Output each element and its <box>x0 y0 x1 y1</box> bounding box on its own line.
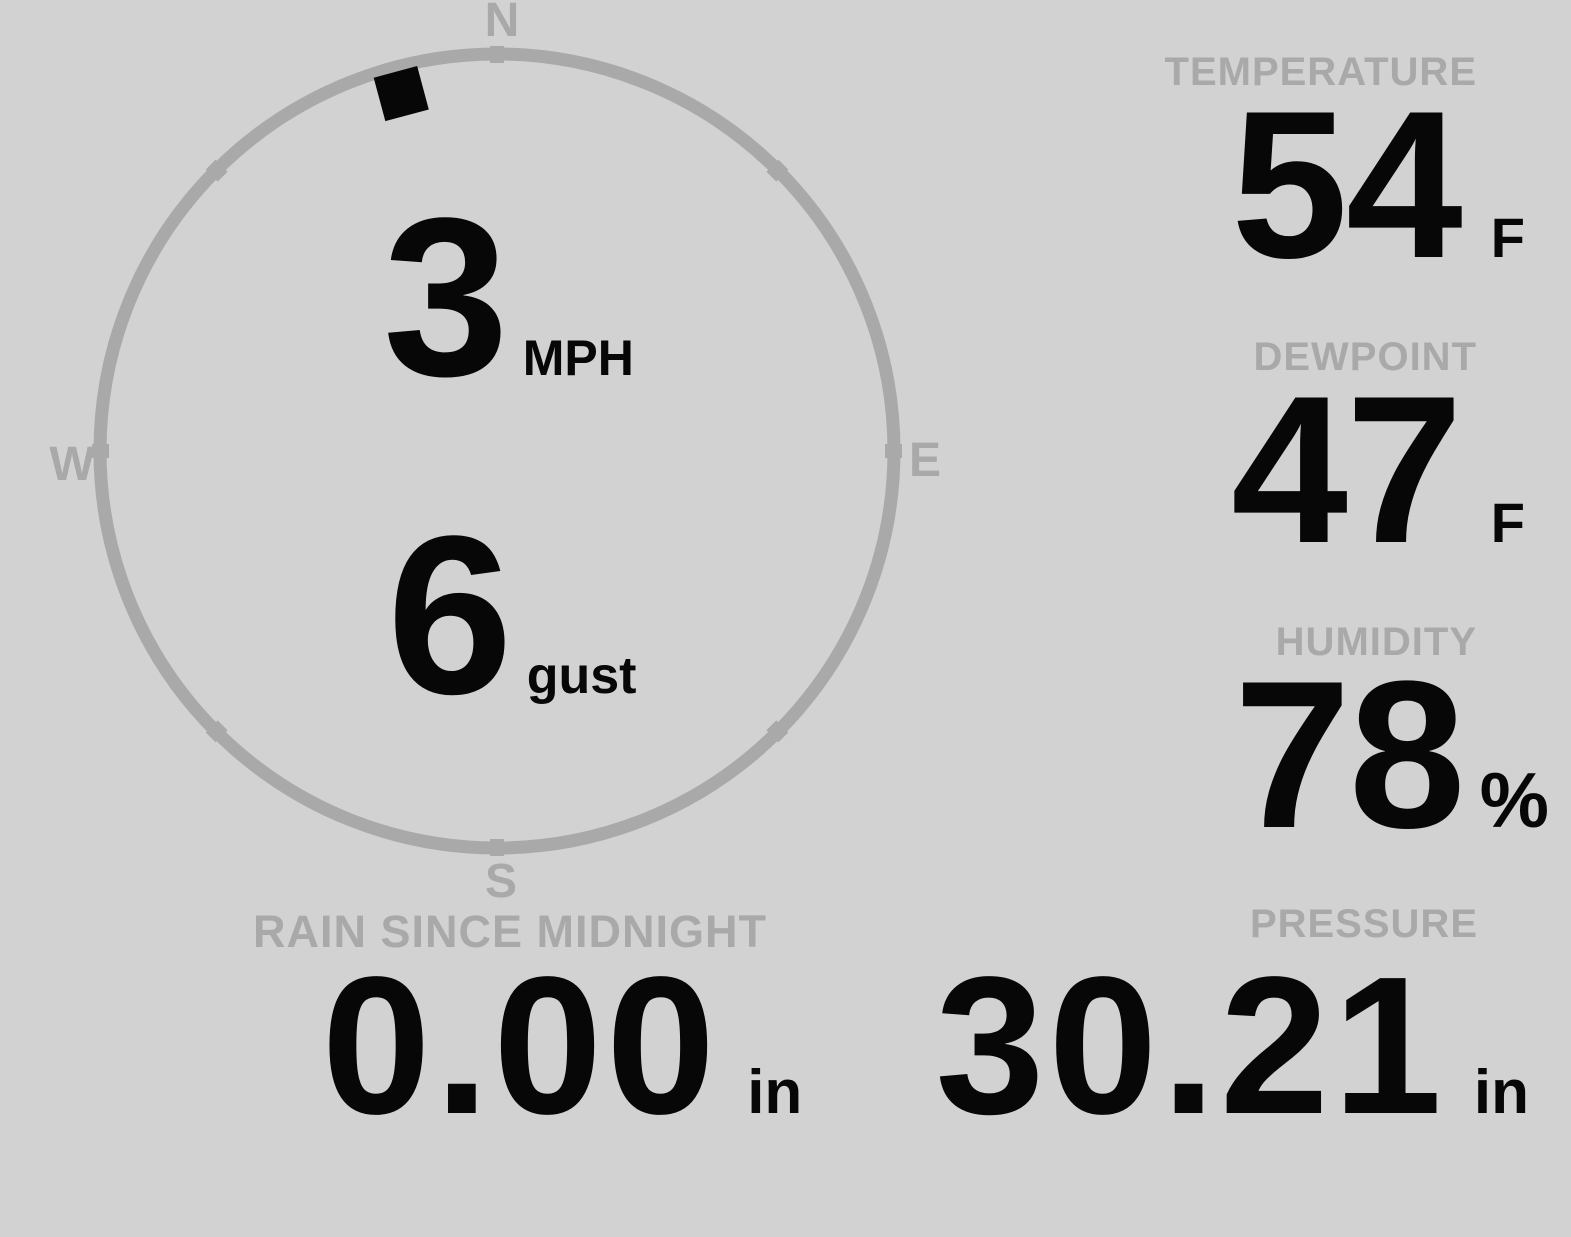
wind-speed-unit: MPH <box>522 330 634 386</box>
compass-tick-se <box>766 720 789 743</box>
temperature-unit: F <box>1490 206 1525 269</box>
pressure-unit: in <box>1473 1058 1529 1127</box>
wind-speed-value: 3 <box>383 170 509 423</box>
wind-gust-value: 6 <box>387 488 513 741</box>
rain-readout: 0.00 in <box>322 948 803 1144</box>
compass-label-north: N <box>484 0 520 47</box>
compass-tick-e <box>885 444 902 458</box>
compass-label-west: W <box>49 438 95 491</box>
pressure-value: 30.21 <box>935 936 1446 1155</box>
humidity-readout: 78 % <box>1234 650 1549 860</box>
wind-gust-readout: 6 gust <box>387 502 636 728</box>
temperature-label: TEMPERATURE <box>1164 50 1477 94</box>
compass-tick-ne <box>766 159 789 182</box>
compass-tick-nw <box>205 159 228 182</box>
humidity-label: HUMIDITY <box>1275 620 1477 664</box>
humidity-unit: % <box>1479 756 1549 844</box>
dewpoint-label: DEWPOINT <box>1253 335 1477 379</box>
humidity-value: 78 <box>1234 637 1466 872</box>
compass-label-east: E <box>908 434 942 487</box>
temperature-value: 54 <box>1231 67 1463 302</box>
rain-label: RAIN SINCE MIDNIGHT <box>253 906 767 957</box>
wind-direction-marker-icon <box>373 66 429 122</box>
wind-gust-unit: gust <box>526 647 637 705</box>
dewpoint-readout: 47 F <box>1231 365 1525 575</box>
compass-tick-s <box>490 839 504 856</box>
compass-label-south: S <box>484 855 518 908</box>
compass-tick-sw <box>205 720 228 743</box>
rain-unit: in <box>747 1058 803 1127</box>
wind-direction-indicator <box>373 66 429 122</box>
pressure-label: PRESSURE <box>1249 902 1478 946</box>
compass-ticks <box>92 46 902 856</box>
temperature-readout: 54 F <box>1231 80 1525 290</box>
rain-value: 0.00 <box>321 936 720 1155</box>
dewpoint-unit: F <box>1490 491 1525 554</box>
compass-tick-w <box>92 444 109 458</box>
wind-speed-readout: 3 MPH <box>383 184 634 410</box>
pressure-readout: 30.21 in <box>935 948 1529 1144</box>
compass-tick-n <box>490 46 504 63</box>
dewpoint-value: 47 <box>1231 352 1463 587</box>
